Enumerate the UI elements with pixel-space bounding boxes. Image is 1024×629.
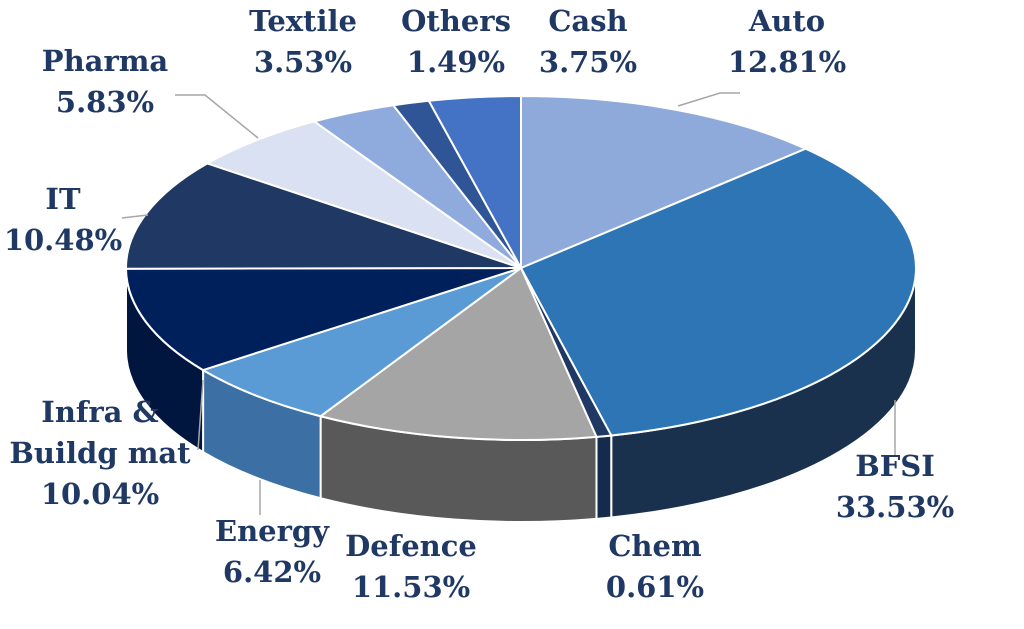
slice-label-defence: Defence 11.53% (345, 529, 477, 604)
slice-name-defence: Defence (345, 529, 477, 563)
slice-label-pharma: Pharma 5.83% (42, 44, 169, 119)
slice-energy (200, 267, 522, 418)
pie-sides (124, 267, 917, 523)
slice-bfsi (519, 147, 917, 437)
slice-infra-and-buildg-mat (124, 267, 522, 372)
slice-name-chem: Chem (608, 529, 702, 563)
slice-label-it: IT 10.48% (4, 182, 122, 257)
slice-pharma (204, 120, 522, 269)
slice-label-textile: Textile 3.53% (249, 4, 357, 79)
slice-value-bfsi: 33.53% (836, 490, 954, 524)
slice-value-textile: 3.53% (254, 45, 352, 79)
slice-auto (520, 94, 809, 270)
leader-line-pharma (175, 94, 259, 139)
slice-label-auto: Auto 12.81% (728, 4, 846, 79)
slice-label-bfsi: BFSI 33.53% (836, 449, 954, 524)
slice-defence (318, 266, 598, 441)
slice-value-auto: 12.81% (728, 45, 846, 79)
slice-value-defence: 11.53% (352, 570, 470, 604)
slice-label-chem: Chem 0.61% (606, 529, 704, 604)
slice-name-pharma: Pharma (42, 44, 169, 78)
leader-line-auto (677, 92, 740, 107)
slice-name-energy: Energy (215, 514, 330, 548)
slice-value-energy: 6.42% (223, 555, 321, 589)
slice-name-others: Others (401, 4, 511, 38)
slice-it (124, 162, 522, 270)
pie-tops (124, 94, 917, 441)
slice-value-chem: 0.61% (606, 570, 704, 604)
slice-name-cash: Cash (548, 4, 627, 38)
leader-lines (121, 92, 896, 515)
slice-label-energy: Energy 6.42% (215, 514, 330, 589)
slice-name-infra-and-buildg-mat: Infra & (41, 395, 158, 429)
slice-value-cash: 3.75% (539, 45, 637, 79)
leader-line-infra-and-buildg-mat (197, 379, 204, 451)
slice-cash (427, 94, 522, 269)
slice-label-cash: Cash 3.75% (539, 4, 637, 79)
slice-name-bfsi: BFSI (855, 449, 935, 483)
slice-value-it: 10.48% (4, 223, 122, 257)
slice-value-others: 1.49% (407, 45, 505, 79)
slice-name-infra-and-buildg-mat: Buildg mat (9, 436, 191, 470)
slice-value-pharma: 5.83% (56, 85, 154, 119)
leader-line-it (121, 214, 149, 219)
slice-labels: Auto 12.81% BFSI 33.53% Chem 0.61% Defence 11.5… (4, 4, 954, 604)
slice-side-chem (595, 434, 613, 520)
slice-name-it: IT (45, 182, 81, 216)
slice-value-infra-and-buildg-mat: 10.04% (41, 477, 159, 511)
slice-label-others: Others 1.49% (401, 4, 511, 79)
slice-name-textile: Textile (249, 4, 357, 38)
slice-name-auto: Auto (748, 4, 825, 38)
slice-label-infra-and-buildg-mat: Infra & Buildg mat 10.04% (9, 395, 191, 511)
